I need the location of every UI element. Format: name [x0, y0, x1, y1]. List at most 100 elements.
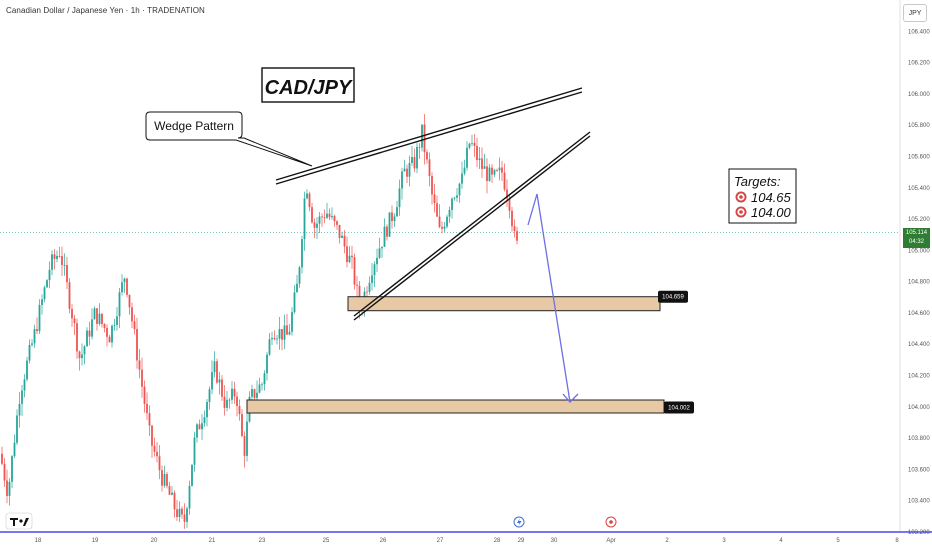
candle	[431, 172, 433, 205]
candle	[68, 278, 71, 314]
x-tick-label: 23	[259, 538, 266, 544]
candle	[218, 372, 221, 395]
candle	[338, 224, 341, 244]
candle	[88, 321, 91, 346]
candle	[8, 478, 11, 506]
y-tick-label: 104.800	[908, 280, 930, 286]
wedge-upper-line[interactable]	[275, 87, 583, 185]
candle	[243, 431, 246, 468]
candle	[61, 246, 63, 276]
candle	[476, 137, 478, 168]
candle	[383, 218, 386, 247]
candle	[46, 279, 48, 288]
y-tick-label: 104.600	[908, 311, 930, 317]
candle	[63, 253, 66, 276]
economic-event-icon[interactable]	[605, 516, 617, 528]
candle	[56, 250, 58, 263]
candle	[258, 377, 261, 394]
candle	[38, 299, 41, 335]
candle	[318, 212, 321, 233]
x-tick-label: 26	[380, 538, 387, 544]
candle	[403, 159, 406, 172]
candle	[276, 334, 278, 345]
candle	[428, 152, 431, 187]
candle	[213, 351, 216, 378]
candle	[208, 386, 211, 410]
candle	[478, 147, 481, 170]
candle	[183, 503, 186, 529]
candle	[418, 143, 421, 160]
candle	[301, 235, 303, 274]
candle	[401, 167, 403, 200]
candle	[206, 399, 208, 427]
candle	[26, 357, 28, 382]
candle	[513, 219, 516, 238]
wedge-lower-line[interactable]	[353, 131, 591, 321]
tradingview-logo-icon	[5, 512, 33, 530]
candle	[471, 134, 473, 147]
candle	[316, 217, 318, 240]
candle	[146, 392, 148, 420]
candle	[153, 437, 156, 457]
support-zone-2[interactable]	[246, 399, 665, 414]
candle	[328, 208, 331, 220]
candle	[503, 163, 506, 192]
candle	[11, 455, 13, 489]
svg-text:104.002: 104.002	[668, 406, 690, 412]
candle	[408, 155, 411, 187]
y-tick-label: 103.200	[908, 530, 930, 536]
svg-text:104.659: 104.659	[662, 295, 684, 301]
candle	[33, 324, 36, 348]
candle	[501, 160, 503, 182]
candle	[498, 157, 501, 181]
target-icon	[735, 191, 747, 203]
candle	[303, 191, 306, 251]
candle	[188, 480, 191, 515]
candle	[398, 179, 401, 216]
zone-2-label: 104.002	[664, 401, 694, 414]
candle	[306, 189, 308, 200]
candle	[481, 147, 483, 178]
candle	[31, 339, 33, 347]
candle	[353, 253, 356, 290]
candle	[246, 410, 248, 462]
candle	[286, 313, 288, 335]
candle	[516, 226, 518, 245]
lightning-event-icon[interactable]	[513, 516, 525, 528]
candle	[433, 183, 436, 213]
wedge-callout: Wedge Pattern	[145, 111, 313, 167]
candle	[13, 434, 16, 459]
candle	[271, 331, 273, 345]
zone-1-label: 104.659	[658, 290, 688, 303]
candle	[91, 308, 93, 340]
candle	[388, 212, 391, 238]
projection-arrow[interactable]	[527, 193, 579, 403]
x-tick-label: 20	[151, 538, 158, 544]
candle	[371, 263, 373, 291]
candle	[436, 195, 438, 218]
candle	[378, 237, 381, 260]
candle	[236, 391, 238, 417]
candle	[18, 392, 21, 428]
x-tick-label: Apr	[606, 538, 615, 544]
candle	[41, 294, 43, 315]
candle	[391, 205, 393, 229]
candle	[298, 265, 301, 288]
candle	[336, 220, 338, 230]
y-tick-label: 105.600	[908, 154, 930, 160]
candle	[101, 313, 103, 328]
candle	[288, 324, 291, 336]
candle	[6, 469, 8, 504]
candle	[156, 441, 158, 463]
candle	[443, 222, 446, 232]
candle	[461, 161, 463, 189]
currency-selector[interactable]: JPY	[903, 4, 927, 22]
candle	[186, 506, 188, 528]
support-zone-1[interactable]	[347, 296, 661, 312]
y-tick-label: 105.200	[908, 217, 930, 223]
candle	[396, 200, 398, 217]
candle	[143, 380, 146, 413]
candle	[453, 196, 456, 201]
